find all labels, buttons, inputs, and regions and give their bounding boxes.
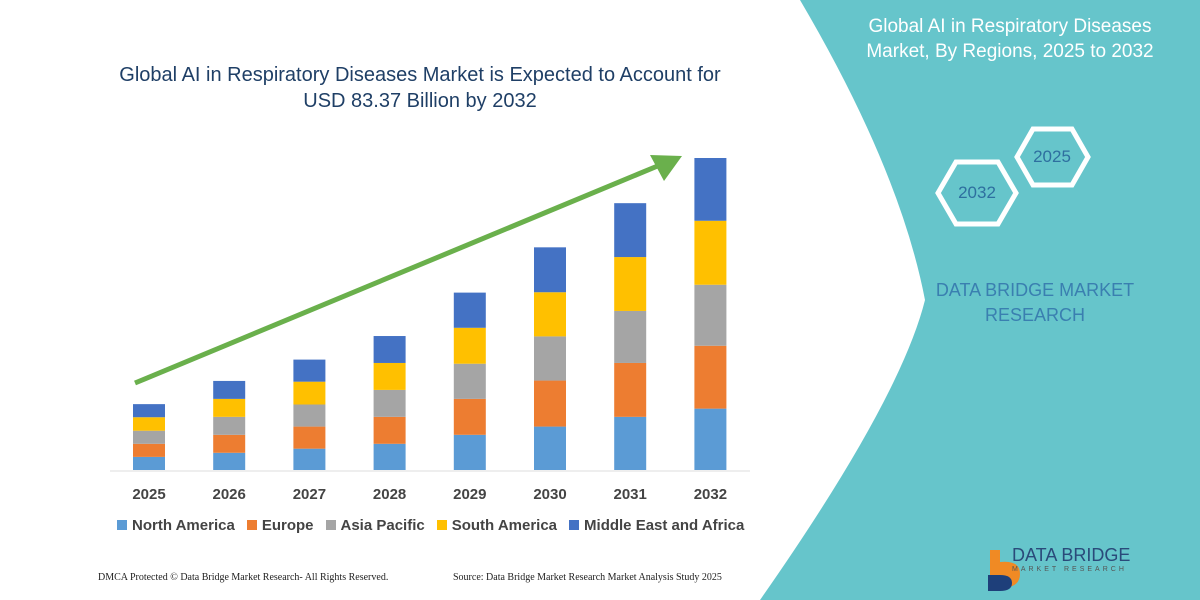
bar-2028-europe bbox=[373, 416, 406, 444]
x-tick-label: 2030 bbox=[533, 486, 566, 503]
legend-swatch bbox=[246, 520, 257, 530]
x-tick-label: 2026 bbox=[213, 486, 246, 503]
bar-2028-asia-pacific bbox=[373, 389, 406, 417]
bar-2029-middle-east-and-africa bbox=[453, 292, 486, 328]
bar-2025-asia-pacific bbox=[133, 430, 165, 444]
logo: DATA BRIDGE MARKET RESEARCH bbox=[1012, 545, 1131, 573]
x-tick-label: 2029 bbox=[453, 486, 486, 503]
bar-2032-north-america bbox=[694, 408, 727, 470]
bar-2031-europe bbox=[614, 362, 647, 417]
bar-2026-north-america bbox=[213, 452, 246, 470]
teal-panel bbox=[760, 0, 1200, 600]
hexagon-2025: 2025 bbox=[1033, 147, 1071, 166]
chart-title: Global AI in Respiratory Diseases Market… bbox=[119, 64, 721, 112]
trend-arrow-head bbox=[650, 155, 682, 181]
bar-2027-north-america bbox=[293, 448, 326, 470]
hexagon-2025-shape bbox=[1014, 126, 1091, 188]
x-tick-label: 2028 bbox=[373, 486, 406, 503]
legend-item: Europe bbox=[246, 517, 314, 534]
legend-label: North America bbox=[132, 517, 235, 534]
legend-item: South America bbox=[436, 517, 558, 534]
bar-2026-europe bbox=[213, 434, 246, 453]
bar-2030-asia-pacific bbox=[534, 336, 566, 381]
bar-2027-asia-pacific bbox=[293, 404, 326, 427]
bar-2029-north-america bbox=[453, 434, 486, 470]
bar-2028-north-america bbox=[373, 443, 406, 470]
bar-2027-europe bbox=[293, 426, 326, 449]
bar-2026-middle-east-and-africa bbox=[213, 380, 246, 399]
x-tick-label: 2031 bbox=[614, 486, 647, 503]
legend-label: South America bbox=[451, 517, 558, 534]
bar-2030-middle-east-and-africa bbox=[534, 247, 566, 293]
legend-label: Asia Pacific bbox=[340, 517, 425, 534]
bar-2026-asia-pacific bbox=[213, 416, 246, 435]
bar-2025-middle-east-and-africa bbox=[133, 404, 165, 418]
footer-source: Source: Data Bridge Market Research Mark… bbox=[453, 572, 722, 583]
bar-2028-south-america bbox=[373, 362, 406, 390]
bar-2028-middle-east-and-africa bbox=[373, 336, 406, 363]
bar-2025-north-america bbox=[133, 456, 165, 470]
hexagon-2032-shape bbox=[935, 159, 1019, 227]
bar-2030-europe bbox=[534, 380, 566, 427]
bar-2031-middle-east-and-africa bbox=[614, 203, 647, 258]
bar-2029-asia-pacific bbox=[453, 363, 486, 399]
bar-2029-europe bbox=[453, 398, 486, 435]
bar-2031-asia-pacific bbox=[614, 310, 647, 363]
legend-swatch bbox=[325, 520, 336, 530]
x-tick-label: 2027 bbox=[293, 486, 326, 503]
bar-2031-north-america bbox=[614, 416, 647, 470]
bar-2031-south-america bbox=[614, 257, 647, 311]
legend: North America Europe Asia Pacific South Ame… bbox=[117, 517, 744, 534]
legend-item: North America bbox=[117, 517, 235, 534]
bar-2026-south-america bbox=[213, 398, 246, 417]
x-tick-label: 2032 bbox=[694, 486, 727, 503]
legend-label: Europe bbox=[261, 517, 314, 534]
footer-copyright: DMCA Protected © Data Bridge Market Rese… bbox=[98, 572, 389, 583]
bar-2029-south-america bbox=[453, 327, 486, 364]
legend-item: Middle East and Africa bbox=[569, 517, 744, 534]
side-title: Global AI in Respiratory Diseases Market… bbox=[866, 16, 1154, 62]
x-tick-label: 2025 bbox=[132, 486, 165, 503]
brand-text: DATA BRIDGE MARKET RESEARCH bbox=[935, 280, 1135, 325]
bar-2027-south-america bbox=[293, 381, 326, 405]
bar-2032-south-america bbox=[694, 220, 727, 285]
legend-label: Middle East and Africa bbox=[584, 517, 745, 534]
trend-arrow-line bbox=[134, 162, 661, 386]
legend-item: Asia Pacific bbox=[325, 517, 425, 534]
bar-2032-asia-pacific bbox=[694, 284, 727, 346]
bar-2032-middle-east-and-africa bbox=[694, 158, 727, 221]
bar-2025-south-america bbox=[133, 417, 165, 431]
bar-2032-europe bbox=[694, 345, 727, 409]
legend-swatch bbox=[569, 520, 580, 530]
legend-swatch bbox=[117, 520, 127, 530]
chart-plot: 2025 2026 2027 2028 2029 2030 2031 2032 bbox=[132, 158, 727, 503]
bar-2030-north-america bbox=[534, 426, 566, 470]
bar-2025-europe bbox=[133, 443, 165, 457]
hexagon-2032: 2032 bbox=[958, 183, 996, 202]
bar-2030-south-america bbox=[534, 292, 566, 337]
legend-swatch bbox=[436, 520, 447, 530]
bar-2027-middle-east-and-africa bbox=[293, 359, 326, 382]
